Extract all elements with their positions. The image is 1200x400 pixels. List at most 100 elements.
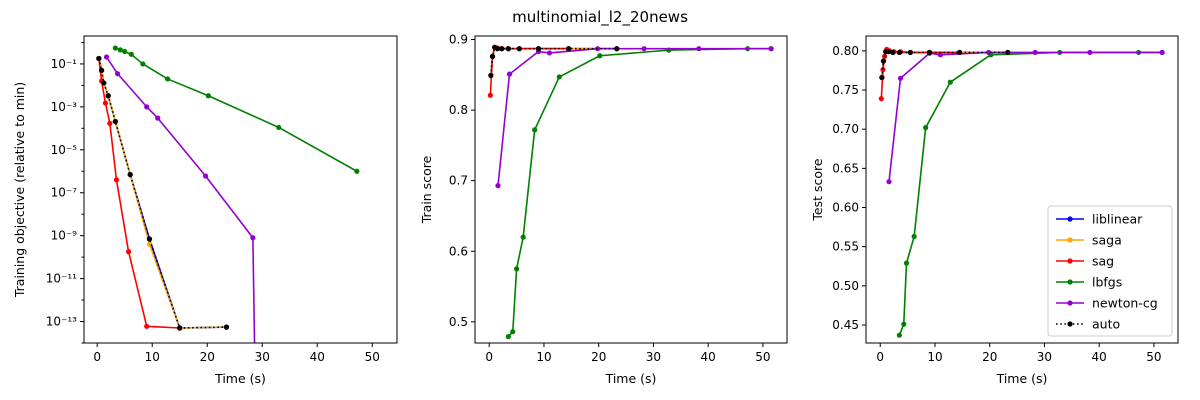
series-line-newton-cg bbox=[497, 47, 772, 186]
series-line-auto bbox=[490, 46, 617, 76]
data-point-sag bbox=[125, 249, 132, 255]
x-tick-label: 0 bbox=[93, 350, 101, 364]
y-tick-label: 0.6 bbox=[449, 244, 468, 258]
y-tick-label: 0.80 bbox=[832, 44, 859, 58]
data-point-lbfgs bbox=[901, 321, 907, 327]
data-point-auto bbox=[896, 49, 902, 56]
series-line-liblinear bbox=[490, 46, 617, 76]
data-point-newton-cg bbox=[1032, 49, 1038, 56]
legend-marker-liblinear bbox=[1067, 216, 1073, 222]
data-point-auto bbox=[146, 236, 153, 242]
data-point-auto bbox=[885, 49, 892, 55]
series-line-saga bbox=[490, 46, 617, 76]
data-point-newton-cg bbox=[250, 235, 256, 241]
y-tick-label: 0.60 bbox=[832, 201, 859, 215]
data-point-newton-cg bbox=[696, 46, 702, 52]
data-point-newton-cg bbox=[546, 50, 553, 56]
x-tick-label: 10 bbox=[145, 350, 160, 364]
plot-frame bbox=[83, 35, 398, 344]
x-tick-label: 30 bbox=[1037, 350, 1052, 364]
series-line-sag bbox=[489, 46, 569, 96]
y-tick-label: 10⁻³ bbox=[51, 100, 78, 114]
data-point-newton-cg bbox=[495, 183, 501, 189]
y-axis-label: Train score bbox=[419, 155, 434, 224]
y-tick-label: 10⁻⁵ bbox=[51, 143, 78, 157]
legend-label-saga: saga bbox=[1092, 233, 1122, 248]
x-tick-label: 40 bbox=[1092, 350, 1107, 364]
data-point-newton-cg bbox=[886, 179, 892, 185]
series-line-auto bbox=[881, 50, 1008, 78]
data-point-auto bbox=[516, 46, 522, 52]
data-point-auto bbox=[494, 46, 501, 52]
data-point-auto bbox=[566, 46, 572, 52]
data-point-lbfgs bbox=[532, 127, 538, 133]
series-group bbox=[878, 46, 1165, 338]
data-point-newton-cg bbox=[1087, 49, 1093, 56]
data-point-auto bbox=[1005, 49, 1011, 56]
y-tick-label: 0.8 bbox=[449, 103, 468, 117]
data-point-sag bbox=[102, 100, 109, 106]
data-point-newton-cg bbox=[202, 173, 209, 179]
series-line-newton-cg bbox=[888, 51, 1163, 182]
data-point-lbfgs bbox=[556, 74, 562, 80]
legend-marker-lbfgs bbox=[1067, 279, 1073, 285]
data-point-auto bbox=[223, 324, 230, 330]
x-axis-label: Time (s) bbox=[214, 371, 266, 386]
data-point-lbfgs bbox=[947, 79, 953, 85]
y-tick-label: 0.45 bbox=[832, 318, 859, 332]
x-tick-label: 40 bbox=[701, 350, 716, 364]
data-point-auto bbox=[101, 80, 107, 86]
data-point-auto bbox=[99, 67, 105, 73]
series-line-newton-cg bbox=[105, 56, 256, 343]
data-point-lbfgs bbox=[165, 76, 171, 82]
data-point-newton-cg bbox=[768, 46, 774, 52]
data-point-lbfgs bbox=[597, 53, 603, 59]
data-point-auto bbox=[505, 46, 511, 52]
data-point-auto bbox=[105, 93, 111, 99]
data-point-lbfgs bbox=[896, 332, 902, 338]
legend-label-lbfgs: lbfgs bbox=[1092, 275, 1122, 290]
legend-label-sag: sag bbox=[1092, 254, 1114, 269]
data-point-newton-cg bbox=[1159, 49, 1165, 56]
x-tick-label: 10 bbox=[536, 350, 551, 364]
legend-marker-newton-cg bbox=[1067, 300, 1073, 306]
x-tick-label: 30 bbox=[646, 350, 661, 364]
data-point-lbfgs bbox=[510, 329, 516, 335]
data-point-lbfgs bbox=[514, 266, 520, 272]
subplot-3: 0 10 20 30 40 50 0.45 0.50 0.55 0.60 0.65 0.70 0.75 0… bbox=[810, 35, 1179, 386]
x-tick-label: 20 bbox=[200, 350, 215, 364]
data-point-auto bbox=[535, 46, 542, 52]
y-axis-label: Test score bbox=[810, 158, 825, 221]
data-point-lbfgs bbox=[128, 51, 134, 57]
y-tick-label: 10⁻¹³ bbox=[46, 315, 77, 329]
y-tick-label: 10⁻⁹ bbox=[51, 229, 78, 243]
x-tick-label: 0 bbox=[876, 350, 884, 364]
legend-marker-auto bbox=[1067, 321, 1073, 327]
data-point-auto bbox=[957, 49, 963, 56]
y-tick-label: 0.50 bbox=[832, 279, 859, 293]
x-axis-label: Time (s) bbox=[605, 371, 657, 386]
x-tick-label: 40 bbox=[310, 350, 325, 364]
data-point-lbfgs bbox=[140, 61, 146, 67]
y-tick-label: 10⁻⁷ bbox=[51, 186, 78, 200]
subplot-1: 0 10 20 30 40 50 10⁻¹³ 10⁻¹¹ 10⁻⁹ 10⁻⁷ 10⁻⁵ 10⁻³ 10⁻… bbox=[12, 35, 398, 386]
y-axis-label: Training objective (relative to min) bbox=[12, 82, 27, 298]
data-point-lbfgs bbox=[112, 45, 118, 51]
subplot-2: 0 10 20 30 40 50 0.5 0.6 0.7 0.8 0.9 Time (s) Train … bbox=[419, 33, 788, 386]
data-point-auto bbox=[880, 58, 887, 64]
data-point-auto bbox=[96, 55, 102, 62]
series-group bbox=[487, 44, 774, 340]
series-group bbox=[96, 45, 360, 343]
y-tick-label: 0.5 bbox=[449, 315, 468, 329]
x-tick-label: 20 bbox=[591, 350, 606, 364]
data-point-auto bbox=[112, 118, 118, 125]
legend-label-liblinear: liblinear bbox=[1092, 212, 1143, 227]
data-point-newton-cg bbox=[114, 71, 121, 77]
data-point-sag bbox=[113, 177, 120, 183]
data-point-auto bbox=[926, 49, 933, 56]
legend-label-auto: auto bbox=[1092, 317, 1120, 332]
x-tick-label: 30 bbox=[255, 350, 270, 364]
series-line-lbfgs bbox=[115, 47, 358, 172]
data-point-sag bbox=[487, 92, 493, 98]
